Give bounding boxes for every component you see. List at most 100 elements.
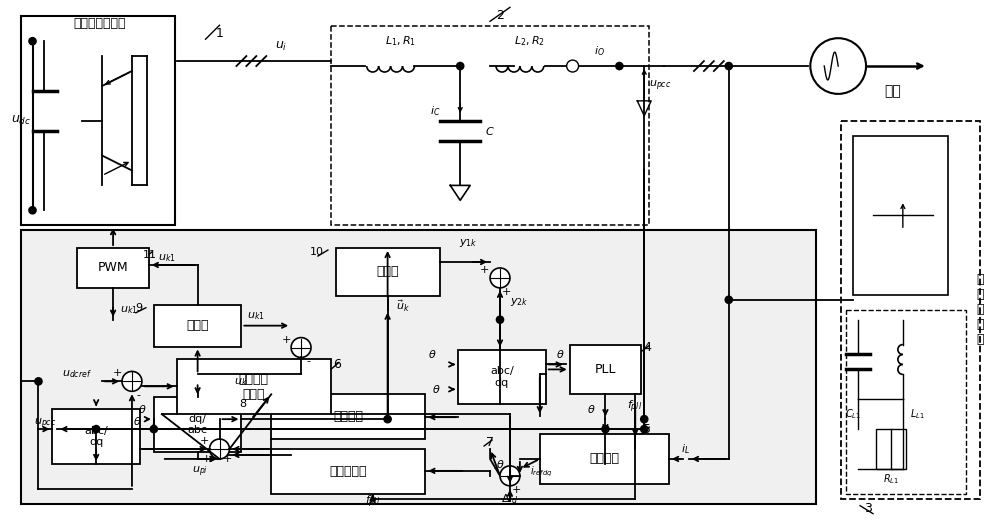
Text: 2: 2 — [496, 9, 504, 22]
Text: $u_k$: $u_k$ — [234, 376, 248, 388]
Text: $C_{L1}$: $C_{L1}$ — [845, 407, 861, 421]
Text: $u_{dcref}$: $u_{dcref}$ — [62, 369, 92, 381]
Text: 9: 9 — [135, 303, 142, 313]
Circle shape — [210, 439, 229, 459]
Text: $\theta$: $\theta$ — [496, 458, 504, 470]
FancyBboxPatch shape — [77, 248, 149, 288]
FancyBboxPatch shape — [853, 136, 948, 295]
Circle shape — [384, 416, 391, 423]
Circle shape — [29, 207, 36, 213]
Circle shape — [725, 296, 732, 303]
Text: abc/
dq: abc/ dq — [84, 426, 108, 447]
Text: $\theta$: $\theta$ — [428, 349, 437, 361]
Text: +: + — [281, 335, 291, 345]
FancyBboxPatch shape — [271, 449, 425, 494]
Text: PLL: PLL — [595, 363, 616, 376]
Text: $i_C$: $i_C$ — [430, 104, 440, 117]
Circle shape — [616, 63, 623, 69]
Text: +: + — [200, 436, 209, 446]
Text: $R_{L1}$: $R_{L1}$ — [883, 472, 899, 486]
Circle shape — [150, 425, 157, 433]
Text: -: - — [306, 357, 310, 366]
Text: $\theta$: $\theta$ — [432, 383, 441, 395]
Text: $\theta$: $\theta$ — [556, 349, 564, 361]
Text: $u_i$: $u_i$ — [275, 40, 287, 53]
Text: $i_L$: $i_L$ — [681, 442, 690, 456]
Text: $\theta$: $\theta$ — [133, 415, 142, 427]
Text: 有源电力滤波器: 有源电力滤波器 — [73, 17, 125, 30]
FancyBboxPatch shape — [21, 230, 816, 504]
Text: $\theta$: $\theta$ — [138, 403, 146, 415]
Circle shape — [29, 38, 36, 45]
Text: 补偿器: 补偿器 — [377, 266, 399, 278]
FancyBboxPatch shape — [570, 345, 641, 394]
Text: -: - — [493, 463, 497, 473]
Text: $L_{L1}$: $L_{L1}$ — [910, 407, 925, 421]
FancyBboxPatch shape — [841, 121, 980, 499]
Text: +: + — [223, 454, 232, 464]
FancyBboxPatch shape — [540, 434, 669, 484]
Text: PWM: PWM — [98, 262, 128, 275]
Circle shape — [810, 38, 866, 94]
Text: 3: 3 — [864, 502, 872, 515]
Text: $i_O$: $i_O$ — [594, 44, 605, 58]
FancyBboxPatch shape — [876, 429, 906, 469]
Text: +: + — [112, 369, 122, 378]
Circle shape — [93, 425, 100, 433]
Text: 7: 7 — [486, 435, 494, 448]
Text: 5: 5 — [643, 423, 651, 435]
Text: 直流电压
控制器: 直流电压 控制器 — [239, 373, 269, 401]
Text: 10: 10 — [310, 247, 324, 257]
Text: -: - — [137, 390, 141, 400]
Text: $u_{k1}$: $u_{k1}$ — [120, 304, 138, 316]
Text: $C$: $C$ — [485, 125, 495, 137]
Text: $\Delta i_d$: $\Delta i_d$ — [501, 492, 519, 506]
Text: $\vec{u}_k$: $\vec{u}_k$ — [396, 298, 409, 314]
Circle shape — [641, 425, 648, 433]
FancyBboxPatch shape — [331, 26, 649, 225]
FancyBboxPatch shape — [154, 305, 241, 347]
Text: $L_2, R_2$: $L_2, R_2$ — [514, 34, 545, 48]
Text: $u_{dc}$: $u_{dc}$ — [11, 114, 31, 127]
Circle shape — [500, 466, 520, 486]
Text: 4: 4 — [643, 341, 651, 354]
Text: $f_{pll}$: $f_{pll}$ — [365, 493, 380, 510]
FancyBboxPatch shape — [336, 248, 440, 296]
Text: 谐波计算: 谐波计算 — [589, 453, 619, 466]
Text: +: + — [202, 454, 211, 464]
Text: $y_{2k}$: $y_{2k}$ — [510, 296, 529, 308]
Text: abc/
dq: abc/ dq — [490, 366, 514, 388]
Text: 限幅器: 限幅器 — [186, 319, 209, 332]
Text: 8: 8 — [239, 399, 247, 409]
Text: 电流控制器: 电流控制器 — [330, 465, 367, 478]
Text: $u_{pi}$: $u_{pi}$ — [192, 465, 208, 479]
Text: $i_{refdq}$: $i_{refdq}$ — [530, 465, 552, 479]
Circle shape — [291, 338, 311, 358]
Text: 有源阻尼: 有源阻尼 — [333, 410, 363, 423]
FancyBboxPatch shape — [177, 360, 331, 414]
FancyBboxPatch shape — [21, 16, 175, 225]
Text: 11: 11 — [143, 250, 157, 260]
Circle shape — [497, 316, 503, 323]
Text: 非
线
性
负
载: 非 线 性 负 载 — [977, 273, 984, 346]
Text: +: + — [512, 485, 522, 495]
Text: $y_{1k}$: $y_{1k}$ — [459, 237, 477, 249]
Circle shape — [725, 63, 732, 69]
FancyBboxPatch shape — [458, 350, 546, 404]
Text: $u_{k1}$: $u_{k1}$ — [247, 310, 265, 322]
Text: +: + — [502, 287, 512, 297]
FancyBboxPatch shape — [846, 310, 966, 494]
FancyBboxPatch shape — [271, 394, 425, 439]
Text: $u_{pcc}$: $u_{pcc}$ — [649, 79, 672, 93]
Circle shape — [35, 378, 42, 385]
Text: $f_{pll}$: $f_{pll}$ — [627, 399, 642, 416]
Text: $\theta$: $\theta$ — [587, 403, 595, 415]
Circle shape — [641, 416, 648, 423]
Text: 6: 6 — [333, 358, 341, 371]
FancyBboxPatch shape — [154, 397, 241, 452]
Circle shape — [457, 63, 464, 69]
Text: $L_1, R_1$: $L_1, R_1$ — [385, 34, 416, 48]
Text: +: + — [479, 265, 489, 275]
FancyBboxPatch shape — [52, 409, 140, 464]
Text: 1: 1 — [216, 27, 223, 40]
